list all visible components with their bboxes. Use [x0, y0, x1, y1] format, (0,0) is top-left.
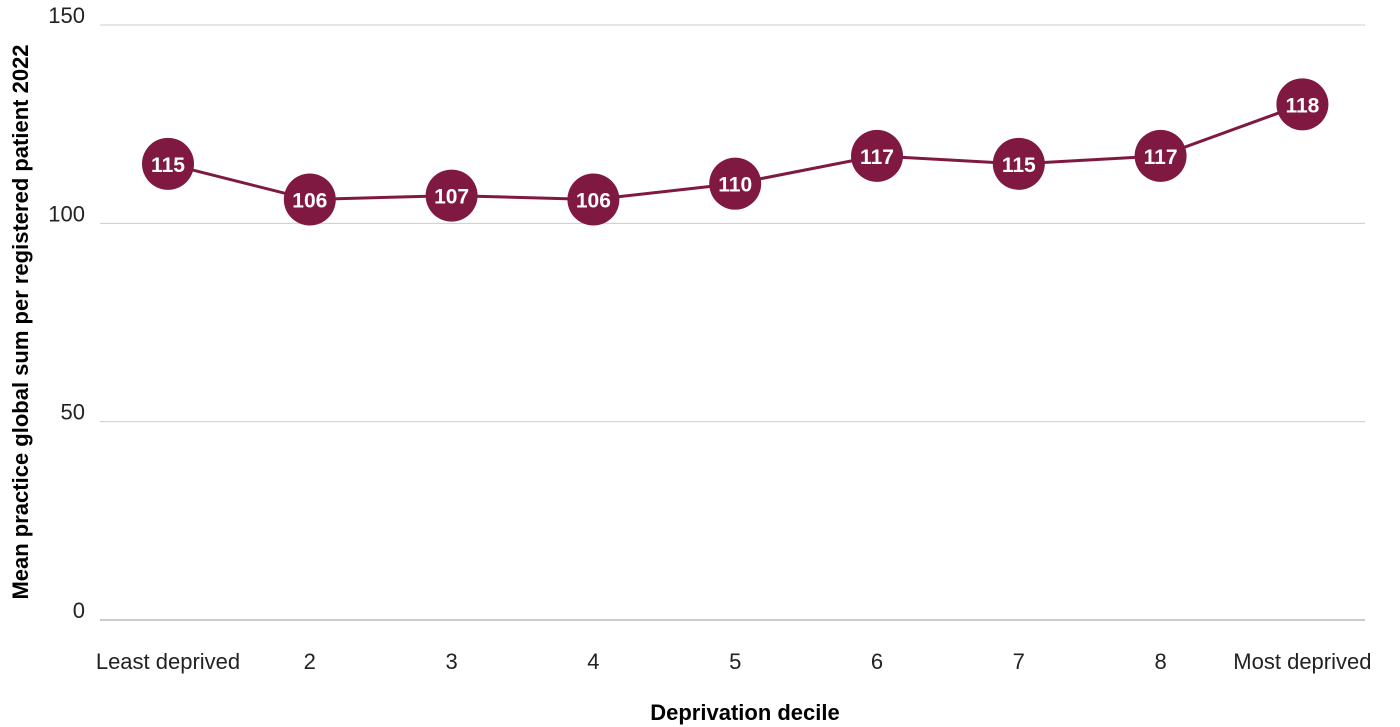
x-tick-label: 2 [304, 649, 316, 674]
x-axis-title: Deprivation decile [650, 700, 840, 725]
x-tick-label: Least deprived [96, 649, 240, 674]
data-point [851, 129, 903, 182]
y-axis-title: Mean practice global sum per registered … [8, 44, 33, 599]
x-tick-labels: Least deprived 2 3 4 5 6 7 8 Most deprived [96, 649, 1372, 674]
data-label: 106 [576, 190, 611, 213]
data-point [283, 173, 336, 226]
x-tick-label: 7 [1013, 649, 1025, 674]
data-point [425, 169, 478, 222]
data-point [1276, 78, 1329, 131]
data-label: 118 [1285, 94, 1319, 117]
data-label: 107 [434, 186, 469, 209]
x-tick-label: 8 [1154, 649, 1166, 674]
x-tick-label: 6 [871, 649, 883, 674]
y-tick-label: 0 [73, 598, 85, 623]
y-tick-label: 150 [48, 3, 85, 28]
y-tick-labels: 0 50 100 150 [48, 3, 85, 623]
data-label: 110 [718, 174, 752, 197]
y-tick-label: 100 [48, 201, 85, 226]
data-label: 106 [292, 190, 327, 213]
x-tick-label: 4 [587, 649, 599, 674]
gridlines [100, 24, 1365, 621]
data-label: 117 [860, 146, 894, 169]
data-label: 115 [1002, 154, 1036, 177]
data-point [567, 173, 620, 226]
data-point [709, 157, 762, 210]
data-point [992, 137, 1045, 190]
y-tick-label: 50 [61, 400, 85, 425]
data-point [142, 137, 194, 190]
x-tick-label: 3 [445, 649, 457, 674]
data-markers: 115 106 107 106 110 117 115 117 118 [142, 78, 1329, 226]
data-point [1134, 129, 1187, 182]
x-tick-label: Most deprived [1233, 649, 1371, 674]
x-tick-label: 5 [729, 649, 741, 674]
data-label: 117 [1144, 146, 1178, 169]
data-label: 115 [151, 154, 185, 177]
